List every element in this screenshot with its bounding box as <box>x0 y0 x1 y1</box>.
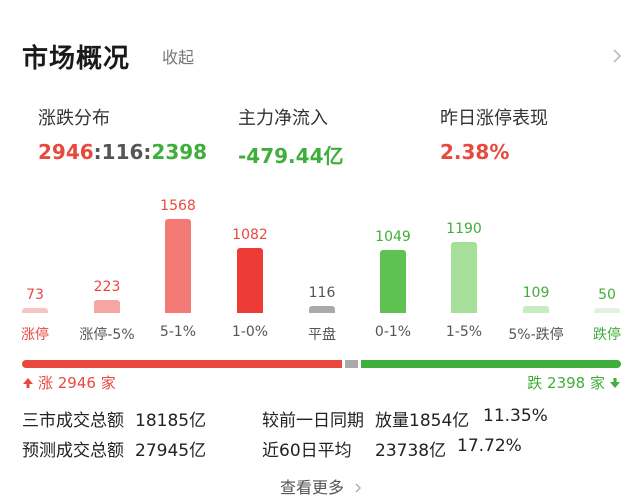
flat-count: 116 <box>101 140 144 164</box>
turnover-label: 三市成交总额 <box>22 411 124 431</box>
chevron-right-icon[interactable] <box>609 48 625 64</box>
ratio-flat-segment <box>344 360 358 368</box>
category-label: 0-1% <box>374 324 412 340</box>
turnover-value: 18185亿 <box>135 411 207 431</box>
category-label: 5%-跌停 <box>508 327 564 343</box>
stat-limit-up-performance[interactable]: 昨日涨停表现 2.38% <box>440 104 548 164</box>
stat-label: 昨日涨停表现 <box>440 108 548 129</box>
predicted-label: 预测成交总额 <box>22 441 124 461</box>
view-more-label: 查看更多 <box>279 478 344 497</box>
separator: : <box>93 140 102 164</box>
rise-total-label: 涨 2946 家 <box>38 374 116 392</box>
fall-count: 2398 <box>151 140 208 164</box>
stat-value: 2.38% <box>440 140 510 164</box>
bar <box>309 306 335 313</box>
stat-label: 涨跌分布 <box>38 108 110 129</box>
arrow-up-icon <box>23 377 33 388</box>
bar <box>94 299 120 313</box>
bar <box>451 241 477 313</box>
category-label: 涨停-5% <box>79 327 135 343</box>
bar-value-label: 1568 <box>160 198 196 214</box>
ratio-up-segment <box>22 360 342 368</box>
ratio-down-segment <box>360 360 621 368</box>
arrow-down-icon <box>610 377 620 388</box>
stat-value: -479.44亿 <box>238 144 344 168</box>
rise-total: 涨 2946 家 <box>22 372 116 393</box>
bar-value-label: 1049 <box>375 229 411 246</box>
stat-value: 2946:116:2398 <box>38 140 207 164</box>
header: 市场概况 收起 <box>22 36 194 76</box>
view-more-button[interactable]: 查看更多 <box>0 474 643 498</box>
stats-row: 涨跌分布 2946:116:2398 主力净流入 -479.44亿 昨日涨停表现… <box>0 104 643 174</box>
category-label: 5-1% <box>159 324 197 340</box>
bar-value-label: 116 <box>308 285 336 302</box>
bar-value-label: 50 <box>598 287 616 303</box>
compare-label: 较前一日同期 <box>262 411 364 431</box>
avg60-value: 23738亿 <box>375 441 447 461</box>
page-title: 市场概况 <box>22 43 131 74</box>
stat-rise-fall[interactable]: 涨跌分布 2946:116:2398 <box>38 104 207 164</box>
rise-fall-ratio-bar <box>22 360 621 368</box>
separator: : <box>143 140 152 164</box>
category-label: 1-0% <box>231 324 269 340</box>
category-label: 涨停 <box>21 327 49 343</box>
fall-total: 跌 2398 家 <box>527 372 621 393</box>
bar-value-label: 109 <box>522 285 550 302</box>
bar <box>237 248 263 313</box>
stat-label: 主力净流入 <box>238 108 328 129</box>
rise-count: 2946 <box>38 140 94 164</box>
collapse-button[interactable]: 收起 <box>162 48 195 67</box>
bar <box>380 250 406 313</box>
bar <box>165 219 191 313</box>
bar <box>594 308 620 313</box>
bar-value-label: 1082 <box>232 227 268 244</box>
chevron-right-icon <box>355 483 362 493</box>
avg60-label: 近60日平均 <box>262 441 352 461</box>
bar-value-label: 73 <box>26 287 44 303</box>
category-label: 跌停 <box>593 327 621 343</box>
bar <box>22 308 48 313</box>
avg60-pct: 17.72% <box>457 436 522 456</box>
distribution-chart: 73 223 1568 1082 116 1049 1190 109 50 <box>0 190 643 350</box>
compare-pct: 11.35% <box>483 406 548 426</box>
fall-total-label: 跌 2398 家 <box>527 374 605 392</box>
category-label: 1-5% <box>445 324 483 340</box>
stat-net-inflow[interactable]: 主力净流入 -479.44亿 <box>238 104 343 169</box>
bar <box>523 306 549 313</box>
bar-value-label: 223 <box>93 278 121 295</box>
bar-value-label: 1190 <box>446 220 482 237</box>
predicted-value: 27945亿 <box>135 441 207 461</box>
compare-value: 放量1854亿 <box>375 411 470 431</box>
category-label: 平盘 <box>308 327 336 343</box>
